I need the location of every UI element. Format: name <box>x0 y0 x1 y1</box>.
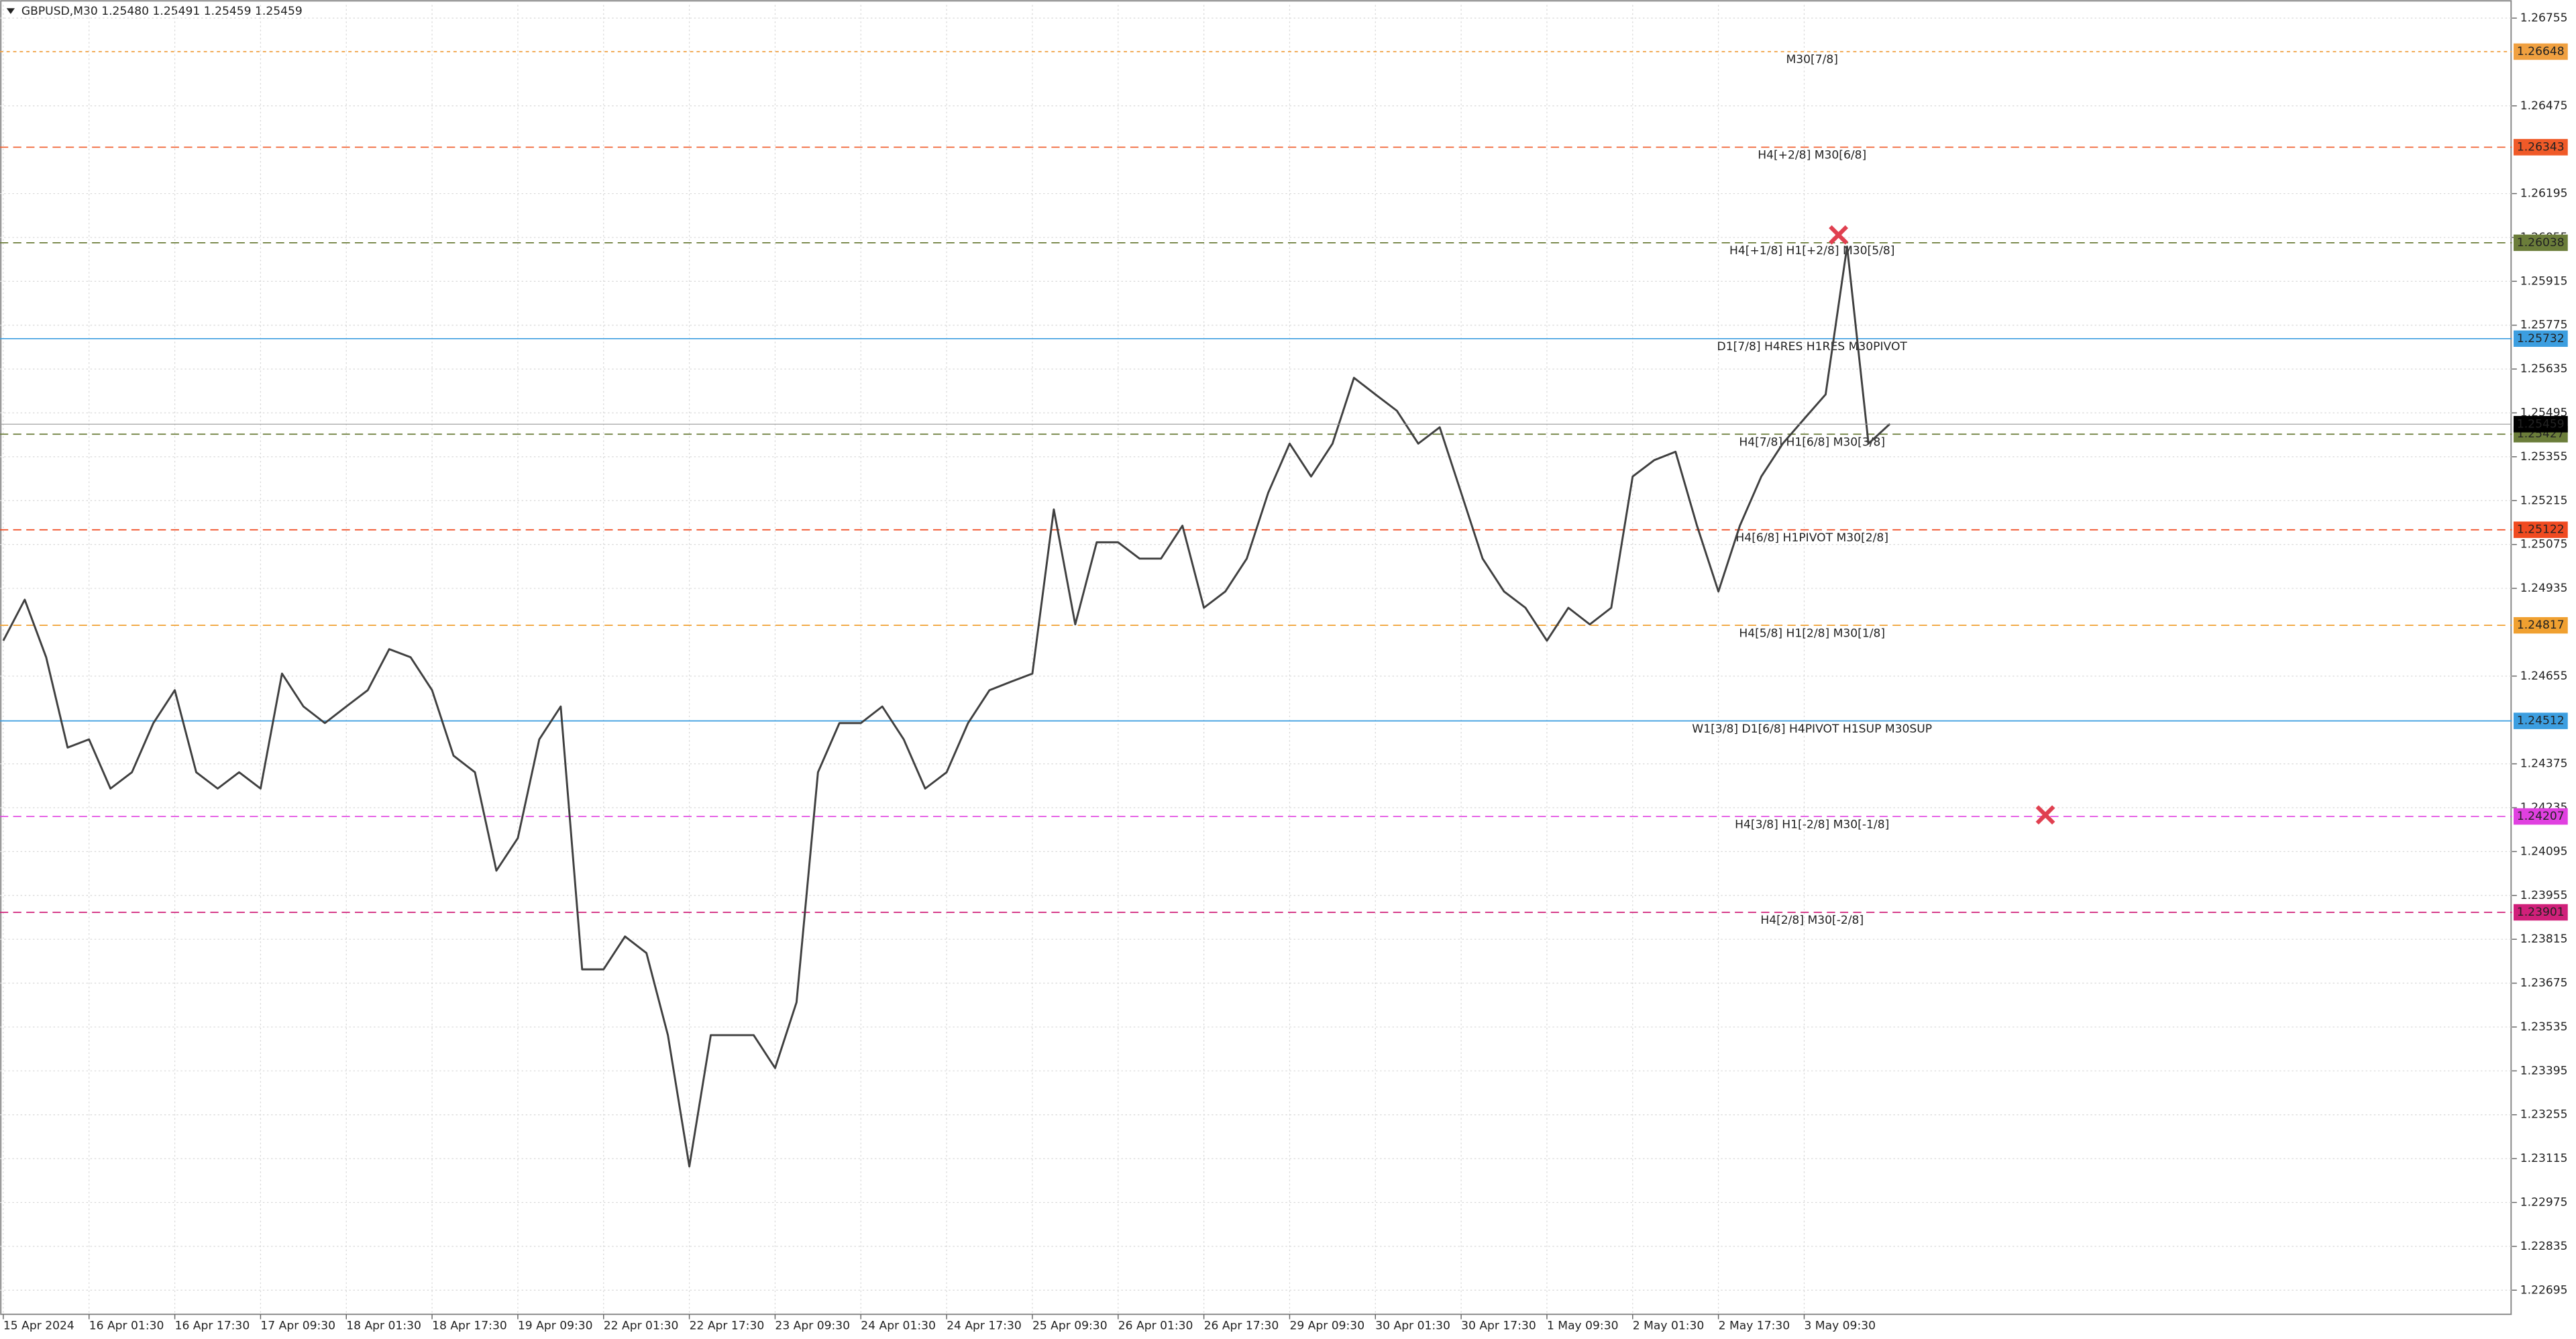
y-tick-label: 1.23535 <box>2520 1020 2568 1034</box>
level-label: H4[+2/8] M30[6/8] <box>1758 149 1866 162</box>
x-tick-label: 17 Apr 09:30 <box>260 1319 335 1332</box>
level-label: W1[3/8] D1[6/8] H4PIVOT H1SUP M30SUP <box>1692 722 1932 736</box>
level-label: H4[6/8] H1PIVOT M30[2/8] <box>1735 531 1888 545</box>
x-tick-label: 3 May 09:30 <box>1804 1319 1876 1332</box>
level-label: M30[7/8] <box>1786 53 1838 66</box>
x-tick-label: 1 May 09:30 <box>1547 1319 1619 1332</box>
x-tick-label: 2 May 17:30 <box>1719 1319 1790 1332</box>
header: GBPUSD,M30 1.25480 1.25491 1.25459 1.254… <box>21 5 303 18</box>
y-tick-label: 1.23815 <box>2520 932 2568 946</box>
y-tick-label: 1.25775 <box>2520 319 2568 332</box>
level-price: 1.24207 <box>2517 810 2565 823</box>
y-tick-label: 1.24375 <box>2520 757 2568 771</box>
current-price-box <box>2513 416 2568 433</box>
header-arrow <box>6 8 15 14</box>
level-price-box <box>2513 234 2568 252</box>
y-tick-label: 1.26755 <box>2520 11 2568 25</box>
level-label: D1[7/8] H4RES H1RES M30PIVOT <box>1717 340 1908 354</box>
x-tick-label: 15 Apr 2024 <box>3 1319 74 1332</box>
level-price: 1.26648 <box>2517 45 2565 58</box>
level-price-box <box>2513 904 2568 921</box>
level-label: H4[7/8] H1[6/8] M30[3/8] <box>1739 436 1885 449</box>
y-tick-label: 1.23955 <box>2520 889 2568 902</box>
x-tick-label: 2 May 01:30 <box>1633 1319 1705 1332</box>
x-tick-label: 18 Apr 17:30 <box>432 1319 507 1332</box>
y-tick-label: 1.23675 <box>2520 977 2568 990</box>
level-price: 1.25122 <box>2517 523 2565 537</box>
level-price: 1.25732 <box>2517 332 2565 345</box>
x-tick-label: 24 Apr 01:30 <box>861 1319 936 1332</box>
level-price: 1.24512 <box>2517 714 2565 728</box>
y-tick-label: 1.25355 <box>2520 450 2568 464</box>
y-tick-label: 1.23255 <box>2520 1108 2568 1122</box>
x-tick-label: 22 Apr 17:30 <box>690 1319 765 1332</box>
x-tick-label: 18 Apr 01:30 <box>346 1319 421 1332</box>
level-label: H4[3/8] H1[-2/8] M30[-1/8] <box>1735 818 1889 831</box>
level-price: 1.24817 <box>2517 619 2565 632</box>
y-tick-label: 1.24095 <box>2520 845 2568 858</box>
y-tick-label: 1.24935 <box>2520 582 2568 595</box>
y-tick-label: 1.24655 <box>2520 670 2568 683</box>
price-line <box>2 246 1891 1168</box>
level-price-box <box>2513 617 2568 634</box>
level-price: 1.26343 <box>2517 140 2565 154</box>
x-tick-label: 23 Apr 09:30 <box>775 1319 850 1332</box>
y-tick-label: 1.23115 <box>2520 1152 2568 1165</box>
level-label: H4[5/8] H1[2/8] M30[1/8] <box>1739 627 1885 640</box>
y-tick-label: 1.25635 <box>2520 362 2568 376</box>
marker <box>2035 805 2055 825</box>
x-tick-label: 25 Apr 09:30 <box>1032 1319 1108 1332</box>
level-price-box <box>2513 521 2568 538</box>
y-tick-label: 1.25915 <box>2520 274 2568 288</box>
y-tick-label: 1.23395 <box>2520 1064 2568 1077</box>
y-tick-label: 1.22835 <box>2520 1240 2568 1253</box>
y-tick-label: 1.25075 <box>2520 538 2568 551</box>
plot-area <box>0 0 2512 1316</box>
x-tick-label: 30 Apr 01:30 <box>1375 1319 1450 1332</box>
x-tick-label: 30 Apr 17:30 <box>1461 1319 1536 1332</box>
level-label: H4[2/8] M30[-2/8] <box>1760 914 1864 927</box>
x-tick-label: 22 Apr 01:30 <box>604 1319 679 1332</box>
x-tick-label: 16 Apr 01:30 <box>89 1319 164 1332</box>
marker <box>1829 225 1849 245</box>
level-price-box <box>2513 808 2568 825</box>
y-tick-label: 1.26475 <box>2520 99 2568 113</box>
y-tick-label: 1.22975 <box>2520 1195 2568 1209</box>
level-price-box <box>2513 43 2568 60</box>
x-tick-label: 29 Apr 09:30 <box>1289 1319 1364 1332</box>
current-price-label: 1.25459 <box>2517 417 2565 431</box>
level-price: 1.23901 <box>2517 906 2565 919</box>
x-tick-label: 26 Apr 01:30 <box>1118 1319 1193 1332</box>
x-tick-label: 26 Apr 17:30 <box>1204 1319 1279 1332</box>
x-tick-label: 19 Apr 09:30 <box>518 1319 593 1332</box>
level-label: H4[+1/8] H1[+2/8] M30[5/8] <box>1729 244 1894 258</box>
y-tick-label: 1.22695 <box>2520 1283 2568 1297</box>
x-tick-label: 16 Apr 17:30 <box>175 1319 250 1332</box>
y-tick-label: 1.26195 <box>2520 187 2568 201</box>
level-price-box <box>2513 139 2568 156</box>
y-tick-label: 1.25215 <box>2520 494 2568 507</box>
level-price-box <box>2513 712 2568 729</box>
level-price-box <box>2513 330 2568 347</box>
x-tick-label: 24 Apr 17:30 <box>947 1319 1022 1332</box>
level-price: 1.26038 <box>2517 236 2565 250</box>
